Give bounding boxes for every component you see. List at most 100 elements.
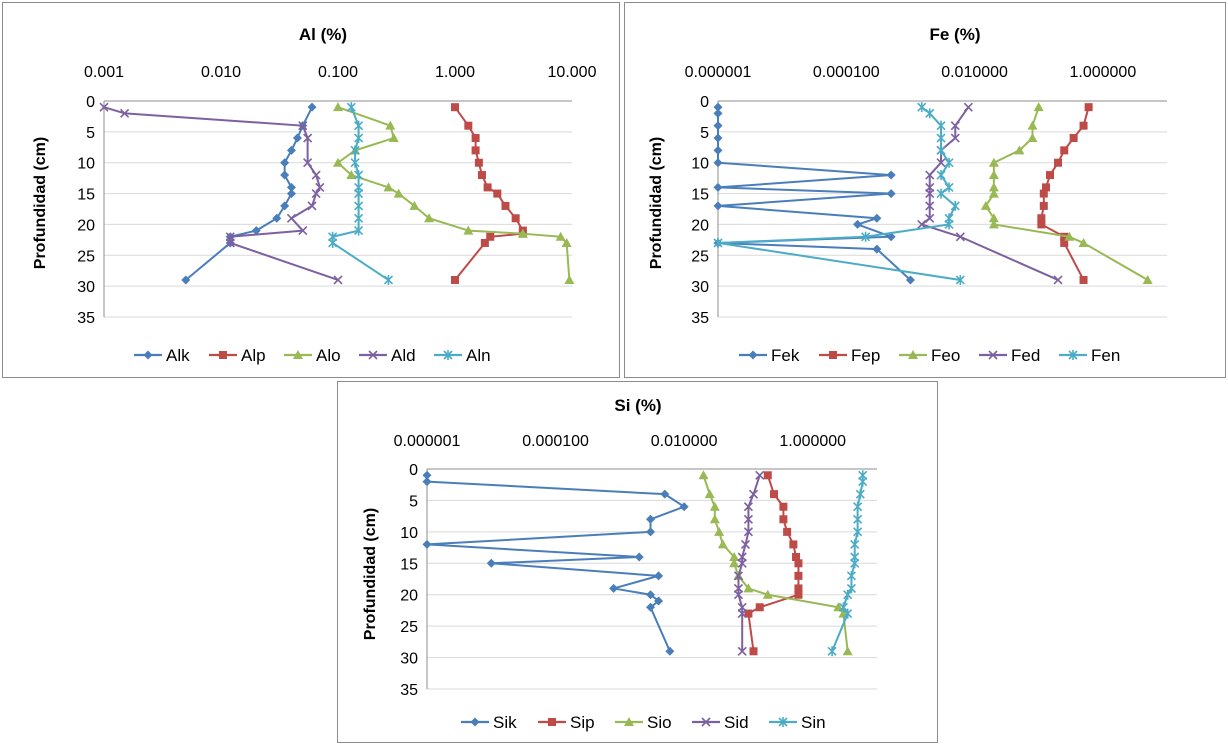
si-series-sik-point xyxy=(679,502,689,512)
al-series-alk-point xyxy=(280,170,290,180)
al-series-aln-point xyxy=(354,200,364,211)
fe-series-fed xyxy=(917,102,1063,285)
fe-series-fed-point xyxy=(955,232,965,242)
fe-legend-fen-label: Fen xyxy=(1091,346,1120,365)
fe-series-fen-point xyxy=(925,108,935,119)
si-series-sik-point xyxy=(654,596,664,606)
al-series-aln-point xyxy=(354,170,364,181)
al-series-alo-point xyxy=(388,133,399,143)
si-series-sip-point xyxy=(779,502,788,511)
si-series-sin-point xyxy=(858,476,868,487)
al-series-alo-point xyxy=(346,170,357,180)
fe-series-fek-point xyxy=(886,189,896,199)
al-x-tick-label: 1.000 xyxy=(435,64,475,81)
al-y-axis-label: Profundidad (cm) xyxy=(32,137,49,269)
al-series-alp-point xyxy=(477,171,486,180)
fe-series-feo-point xyxy=(1014,145,1025,155)
si-series-sid-line xyxy=(737,474,761,652)
fe-series-feo-point xyxy=(988,170,999,180)
al-y-tick-label: 15 xyxy=(77,187,95,204)
al-chart: Al (%) 0 5 10 15 20 25 30 35 0.001 0.010 0.100 1.000… xyxy=(32,25,597,365)
si-x-tick-label: 1.000000 xyxy=(779,433,846,450)
fe-series-fed-point xyxy=(963,102,973,112)
al-series-aln-point xyxy=(354,120,364,131)
fe-series-feo-point xyxy=(1064,231,1075,241)
fe-series-fen-point xyxy=(917,102,927,113)
si-series-sid-point xyxy=(737,646,747,656)
al-series-aln-point xyxy=(328,237,338,248)
fe-series-feo-point xyxy=(1033,102,1044,112)
fe-series-feo-point xyxy=(1027,133,1038,143)
al-x-tick-label: 0.001 xyxy=(84,64,124,81)
fe-series-fen xyxy=(713,102,965,285)
al-series-ald-point xyxy=(307,201,317,211)
si-series-sip-point xyxy=(794,584,803,593)
fe-y-tick-label: 10 xyxy=(691,156,709,173)
al-series-ald-point xyxy=(333,275,343,285)
al-series-alp-point xyxy=(493,189,502,198)
fe-series-fep-point xyxy=(1037,220,1046,229)
si-series-sip-point xyxy=(755,603,764,612)
al-series-ald-point xyxy=(303,133,313,143)
si-series-sio-point xyxy=(729,558,740,568)
al-series-alo-point xyxy=(564,274,575,284)
al-series-alp-point xyxy=(451,275,459,284)
al-series-ald-point xyxy=(99,102,109,112)
al-series-alk-point xyxy=(272,213,282,223)
si-series-sip xyxy=(744,471,803,656)
fe-series-fek-point xyxy=(886,232,896,242)
si-chart: Si (%) 0 5 10 15 20 25 30 35 0.000001 0.000100 0.01… xyxy=(362,396,877,732)
fe-series-fek-point xyxy=(713,102,723,112)
fe-series-fep-point xyxy=(1039,201,1048,210)
al-x-tick-label: 0.100 xyxy=(318,64,358,81)
al-legend-alk-icon-marker xyxy=(143,350,153,360)
si-series-sid-point xyxy=(743,527,753,537)
si-series-sin-point xyxy=(827,646,837,657)
fe-series-fen-point xyxy=(944,219,954,230)
fe-x-tick-label: 0.000001 xyxy=(685,64,752,81)
si-series-sik-point xyxy=(665,646,675,656)
fe-series-fep-point xyxy=(1037,214,1046,223)
al-legend-aln-label: Aln xyxy=(466,346,491,365)
si-series-sin-point xyxy=(838,602,848,613)
al-legend-alp-label: Alp xyxy=(241,346,266,365)
al-y-tick-label: 0 xyxy=(86,94,95,111)
si-series-sin-point xyxy=(853,501,863,512)
si-y-tick-label: 25 xyxy=(400,619,418,636)
al-series-ald-point xyxy=(298,226,308,236)
fe-series-feo-point xyxy=(1142,274,1153,284)
si-series-sik-point xyxy=(654,571,664,581)
si-series-sik xyxy=(422,470,689,656)
si-y-tick-label: 0 xyxy=(409,462,418,479)
al-series-alo-point xyxy=(424,213,435,223)
al-legend-alp-icon-marker xyxy=(219,351,227,359)
si-series-sid-point xyxy=(743,514,753,524)
al-series-aln-point xyxy=(354,133,364,144)
si-series-sin-point xyxy=(850,539,860,550)
al-series-alp-point xyxy=(486,232,495,241)
fe-series-fep-point xyxy=(1046,171,1055,180)
si-series-sid-point xyxy=(733,590,744,600)
si-series-sik-point xyxy=(646,602,656,612)
si-y-axis-label: Profundidad (cm) xyxy=(362,508,379,640)
al-series-ald-point xyxy=(311,189,321,199)
si-series-sip-point xyxy=(783,527,792,536)
fe-legend-feo-label: Feo xyxy=(931,346,960,365)
si-series-sip-point xyxy=(794,559,803,568)
si-series-sik-point xyxy=(646,590,656,600)
si-series-sik-point xyxy=(646,527,656,537)
al-series-alk-point xyxy=(280,158,290,168)
al-y-tick-label: 35 xyxy=(77,310,95,327)
fe-series-fed-point xyxy=(925,170,935,180)
al-series-aln-point xyxy=(350,157,360,168)
si-legend-sid-icon-marker xyxy=(701,717,711,727)
fe-series-fen-point xyxy=(944,182,954,193)
fe-chart-panel: Fe (%) 0 5 10 15 20 25 30 35 0.000001 0.000100 0.01… xyxy=(624,2,1226,378)
fe-series-fek-point xyxy=(872,213,882,223)
fe-series-fek-point xyxy=(713,133,723,143)
fe-series-fek-point xyxy=(713,108,723,118)
al-series-ald-point xyxy=(315,182,325,192)
fe-series-fek-point xyxy=(872,244,882,254)
si-series-sid-point xyxy=(740,539,751,549)
si-x-tick-label: 0.000001 xyxy=(394,433,461,450)
